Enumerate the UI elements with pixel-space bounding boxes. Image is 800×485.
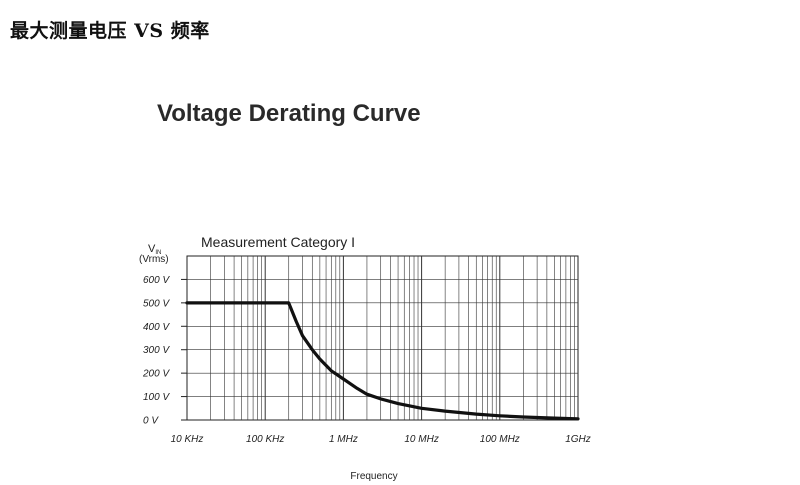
plot-frame (186, 255, 579, 421)
x-axis-label: Frequency (350, 471, 397, 482)
y-tick-label: 600 V (143, 275, 170, 286)
x-tick-label: 1GHz (565, 434, 591, 445)
y-tick-label: 500 V (143, 298, 170, 309)
y-axis-unit: (Vrms) (139, 254, 169, 265)
chart-title: Voltage Derating Curve (157, 100, 421, 127)
y-tick-label: 100 V (143, 392, 170, 403)
x-tick-label: 10 MHz (404, 434, 438, 445)
grid (186, 255, 579, 421)
chart-subtitle: Measurement Category I (201, 234, 355, 250)
y-axis-label: VIN (148, 243, 161, 256)
x-tick-label: 100 KHz (246, 434, 284, 445)
plot-area (185, 301, 580, 421)
page-heading: 最大测量电压 VS 频率 (10, 20, 210, 42)
x-tick-label: 100 MHz (480, 434, 520, 445)
x-tick-label: 1 MHz (329, 434, 358, 445)
y-tick-label: 0 V (143, 416, 159, 427)
y-tick-label: 300 V (143, 345, 170, 356)
x-tick-label: 10 KHz (171, 434, 204, 445)
y-tick-label: 400 V (143, 322, 170, 333)
y-axis-label-main: V (148, 243, 156, 255)
tick-labels: 0 V 100 V 200 V 300 V 400 V 500 V 600 V 10 KHz 1… (142, 275, 591, 445)
series-line (185, 301, 580, 421)
y-tick-label: 200 V (142, 369, 170, 380)
y-axis-label-sub: IN (155, 250, 161, 256)
